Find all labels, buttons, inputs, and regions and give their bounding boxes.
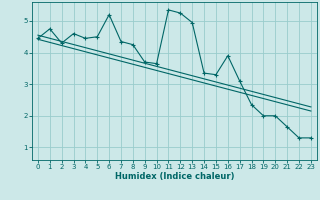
X-axis label: Humidex (Indice chaleur): Humidex (Indice chaleur) — [115, 172, 234, 181]
